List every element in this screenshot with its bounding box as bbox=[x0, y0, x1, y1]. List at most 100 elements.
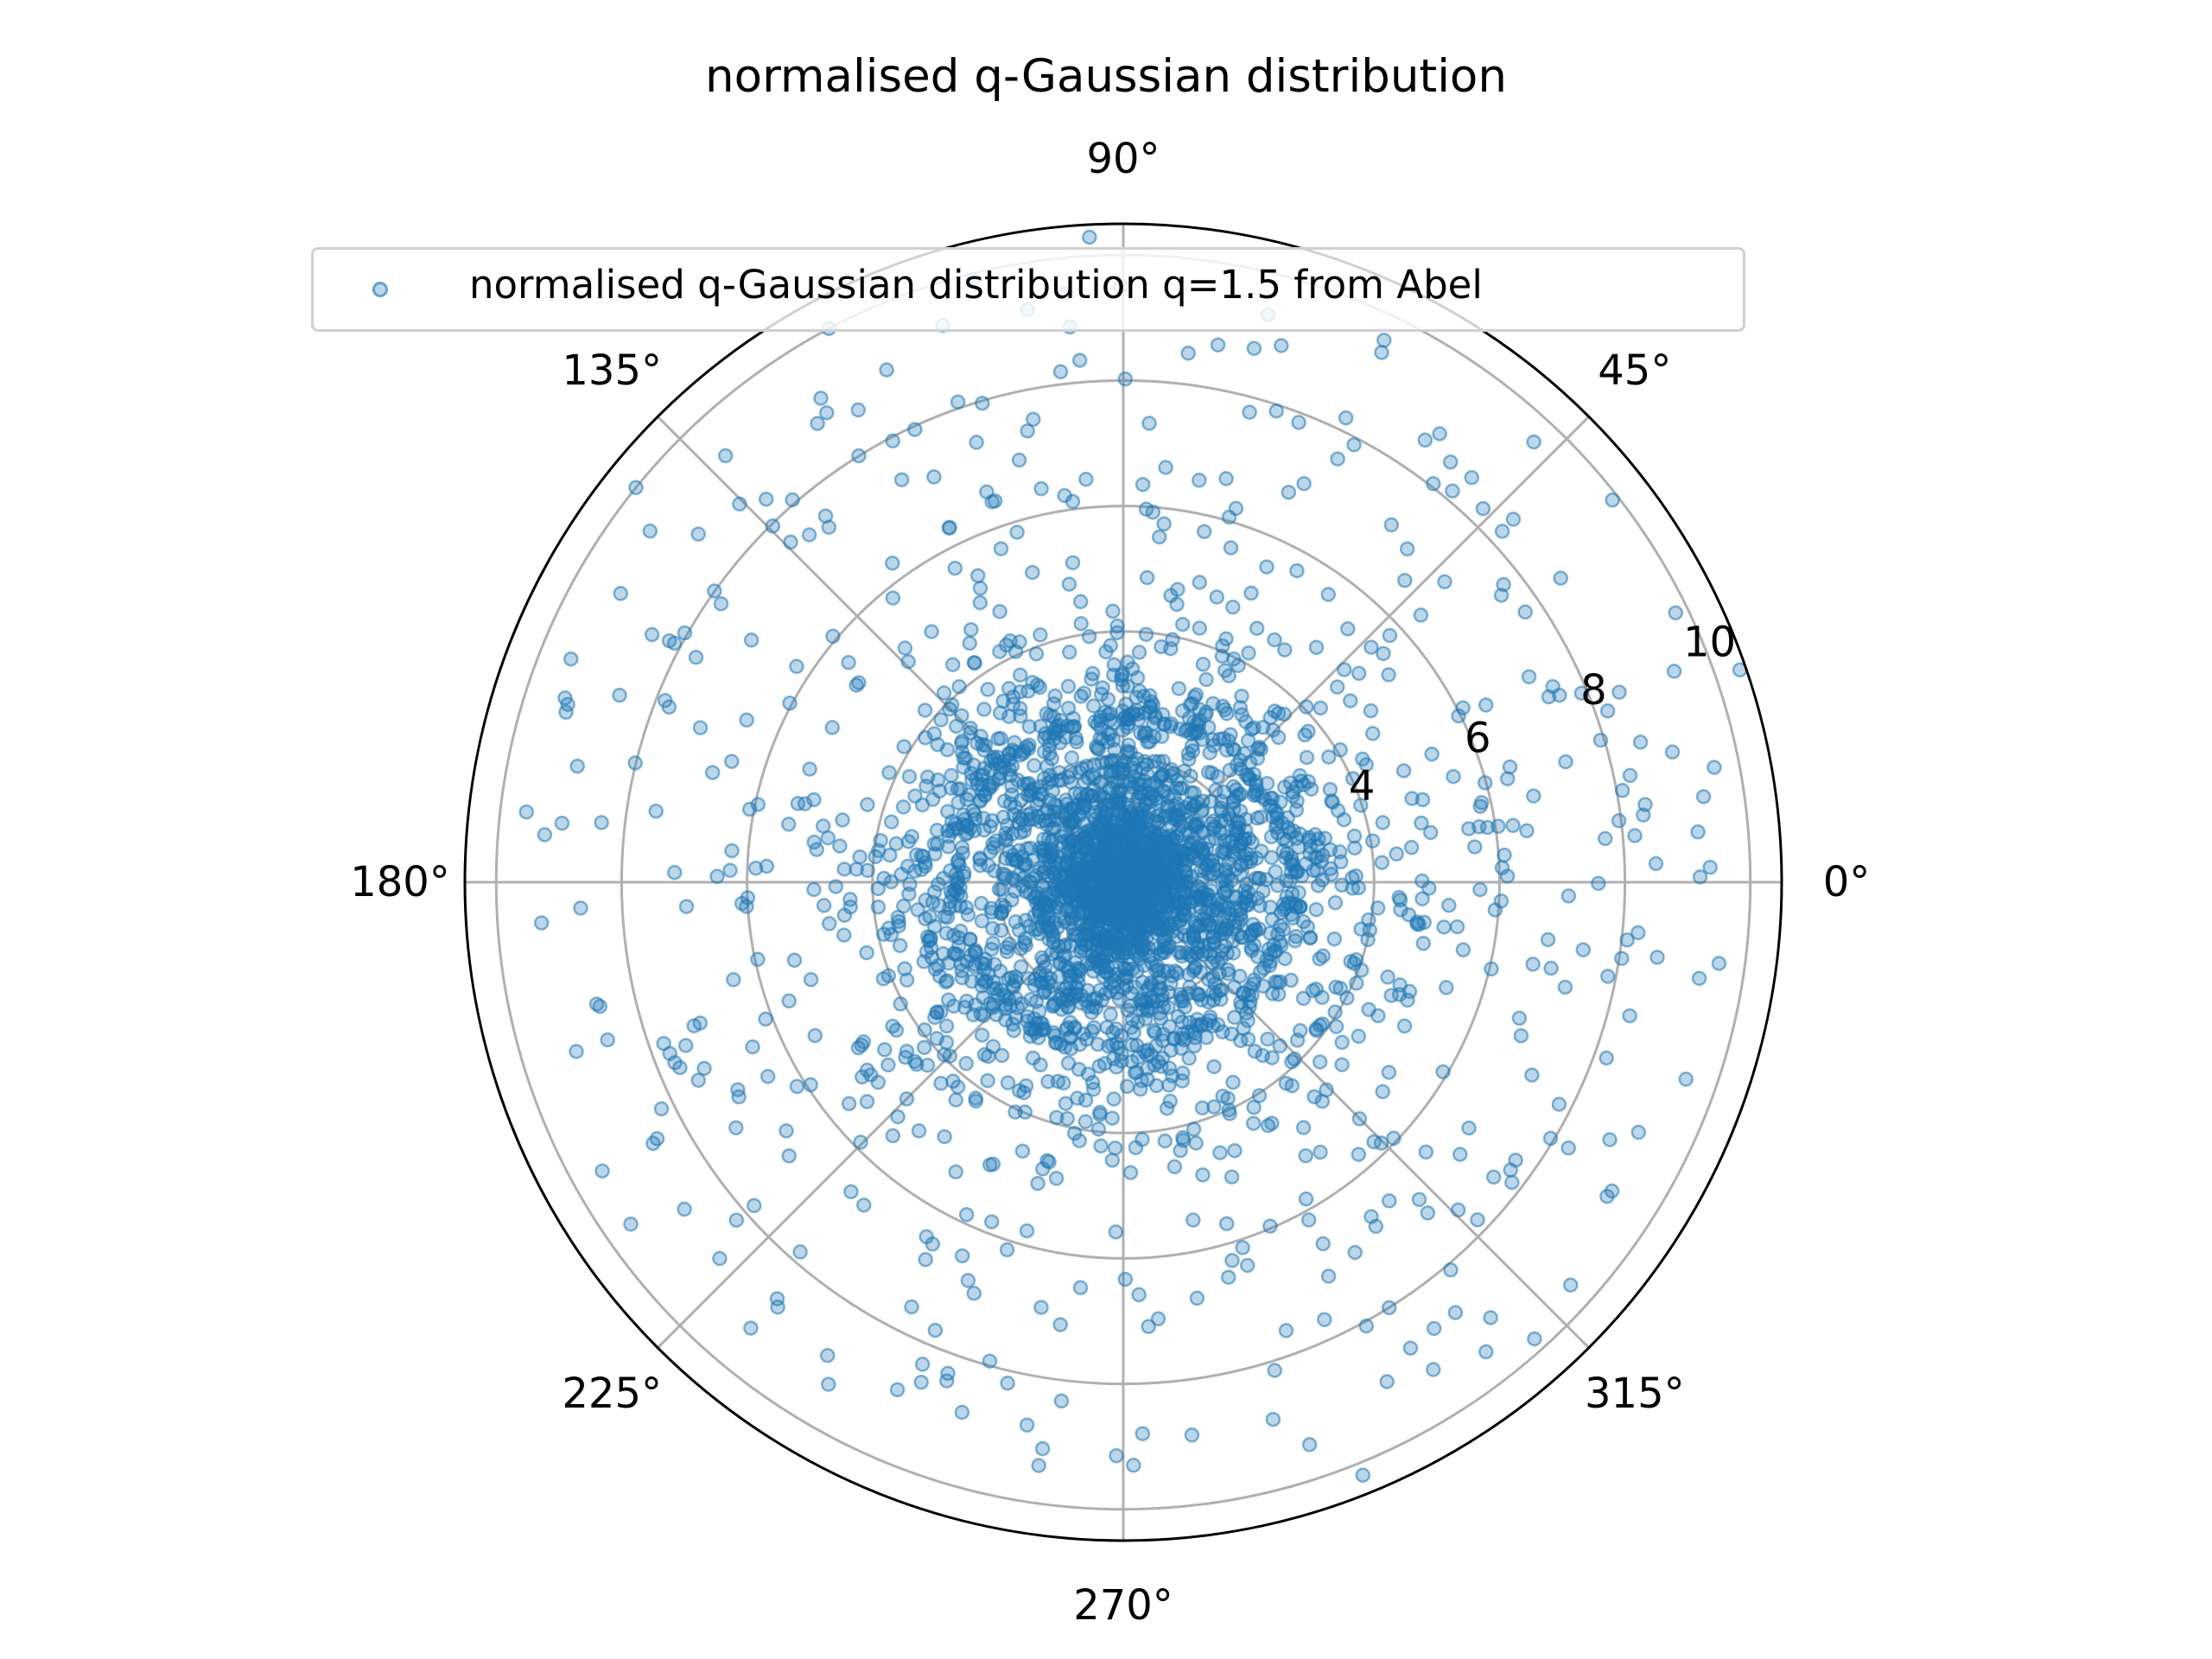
data-point bbox=[959, 791, 975, 807]
data-point bbox=[897, 640, 913, 656]
data-point bbox=[1322, 781, 1338, 798]
data-point bbox=[726, 972, 741, 988]
data-point bbox=[1138, 874, 1154, 890]
data-point bbox=[709, 868, 725, 885]
data-point bbox=[1464, 469, 1479, 486]
data-point bbox=[976, 742, 992, 758]
data-point bbox=[1211, 982, 1228, 999]
data-point bbox=[984, 493, 1000, 510]
data-point bbox=[993, 906, 1009, 922]
data-point bbox=[927, 1322, 944, 1338]
data-point bbox=[1073, 689, 1089, 704]
data-point bbox=[806, 791, 822, 808]
data-point bbox=[1343, 953, 1358, 969]
data-point bbox=[1711, 956, 1727, 971]
data-point bbox=[661, 632, 677, 649]
data-point bbox=[870, 1074, 887, 1090]
data-point bbox=[1477, 775, 1493, 791]
data-point bbox=[1141, 982, 1156, 997]
data-point bbox=[728, 1120, 744, 1135]
data-point bbox=[982, 1353, 998, 1369]
data-point bbox=[1195, 793, 1211, 809]
data-point bbox=[1007, 969, 1024, 985]
data-point bbox=[1308, 1022, 1325, 1039]
data-point bbox=[1098, 805, 1115, 822]
data-point bbox=[1170, 582, 1185, 597]
data-point bbox=[1558, 753, 1573, 770]
data-point bbox=[1284, 850, 1300, 866]
data-point bbox=[1053, 1393, 1070, 1409]
data-point bbox=[569, 758, 585, 774]
data-point bbox=[1575, 942, 1592, 957]
data-point bbox=[819, 1347, 836, 1363]
data-point bbox=[1200, 866, 1217, 881]
data-point bbox=[1505, 512, 1522, 527]
data-point bbox=[1503, 1162, 1518, 1178]
data-point bbox=[1630, 925, 1646, 941]
data-point bbox=[904, 829, 919, 844]
data-point bbox=[1436, 919, 1452, 935]
data-point bbox=[1218, 631, 1234, 647]
data-point bbox=[962, 635, 977, 652]
data-point bbox=[916, 954, 932, 969]
data-point bbox=[953, 888, 969, 904]
data-point bbox=[855, 1197, 872, 1213]
data-point bbox=[1317, 1312, 1332, 1327]
data-point bbox=[899, 972, 915, 988]
data-point bbox=[1435, 1064, 1451, 1080]
data-point bbox=[967, 942, 983, 958]
data-point bbox=[1012, 667, 1028, 683]
data-point bbox=[1147, 842, 1164, 858]
data-point bbox=[1038, 967, 1053, 983]
data-point bbox=[954, 1404, 970, 1421]
data-point bbox=[1245, 1116, 1262, 1131]
data-point bbox=[1478, 697, 1494, 713]
data-point bbox=[518, 804, 535, 820]
data-point bbox=[1333, 854, 1349, 870]
data-point bbox=[783, 534, 798, 550]
data-point bbox=[1605, 492, 1620, 508]
data-point bbox=[1141, 896, 1156, 912]
data-point bbox=[1052, 364, 1069, 380]
data-point bbox=[923, 940, 939, 956]
data-point bbox=[900, 653, 916, 670]
data-point bbox=[770, 1300, 785, 1315]
data-point bbox=[600, 1032, 615, 1048]
data-point bbox=[1493, 893, 1510, 909]
data-point bbox=[1449, 918, 1465, 935]
data-point bbox=[950, 1079, 966, 1095]
data-point bbox=[1205, 813, 1222, 829]
data-point bbox=[1205, 929, 1221, 945]
data-point bbox=[1034, 1016, 1051, 1032]
data-point bbox=[1210, 955, 1226, 971]
data-point bbox=[1054, 772, 1070, 788]
data-point bbox=[1300, 1212, 1317, 1228]
data-point bbox=[1158, 460, 1173, 475]
data-point bbox=[1450, 1202, 1466, 1218]
data-point bbox=[890, 1109, 906, 1125]
data-point bbox=[717, 448, 734, 464]
theta-tick-label: 180° bbox=[350, 858, 450, 906]
data-point bbox=[994, 923, 1009, 938]
data-point bbox=[917, 1022, 932, 1038]
data-point bbox=[1148, 1077, 1165, 1094]
data-point bbox=[1411, 1192, 1427, 1207]
data-point bbox=[649, 1131, 665, 1147]
data-point bbox=[1169, 965, 1185, 982]
data-point bbox=[686, 1018, 702, 1033]
data-point bbox=[1403, 840, 1420, 855]
data-point bbox=[1227, 899, 1243, 916]
data-point bbox=[1439, 980, 1454, 995]
data-point bbox=[690, 1072, 707, 1088]
data-point bbox=[947, 560, 963, 576]
data-point bbox=[1129, 706, 1146, 722]
data-point bbox=[1090, 1121, 1107, 1137]
data-point bbox=[1260, 1031, 1275, 1047]
data-point bbox=[879, 362, 894, 378]
data-point bbox=[860, 797, 875, 812]
data-point bbox=[973, 895, 989, 912]
data-point bbox=[1192, 473, 1207, 488]
data-point bbox=[1192, 620, 1208, 636]
data-point bbox=[1173, 945, 1190, 961]
data-point bbox=[1325, 794, 1340, 810]
